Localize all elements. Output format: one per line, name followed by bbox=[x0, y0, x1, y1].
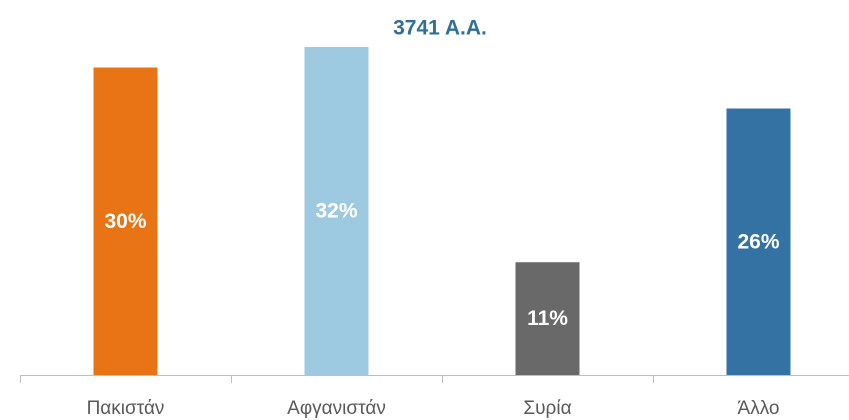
bar bbox=[304, 47, 369, 375]
data-label: 30% bbox=[104, 210, 146, 233]
data-label: 32% bbox=[315, 200, 357, 223]
x-tick-label: Άλλο bbox=[738, 398, 780, 419]
x-tick-label: Συρία bbox=[523, 398, 571, 419]
chart-title: 3741 A.A. bbox=[393, 17, 487, 40]
data-label: 11% bbox=[527, 307, 568, 330]
x-tick-label: Αφγανιστάν bbox=[287, 398, 386, 419]
data-label: 26% bbox=[737, 230, 779, 253]
x-tick-label: Πακιστάν bbox=[87, 398, 165, 419]
bar bbox=[93, 67, 158, 375]
bar bbox=[515, 262, 580, 375]
bar bbox=[726, 108, 791, 375]
